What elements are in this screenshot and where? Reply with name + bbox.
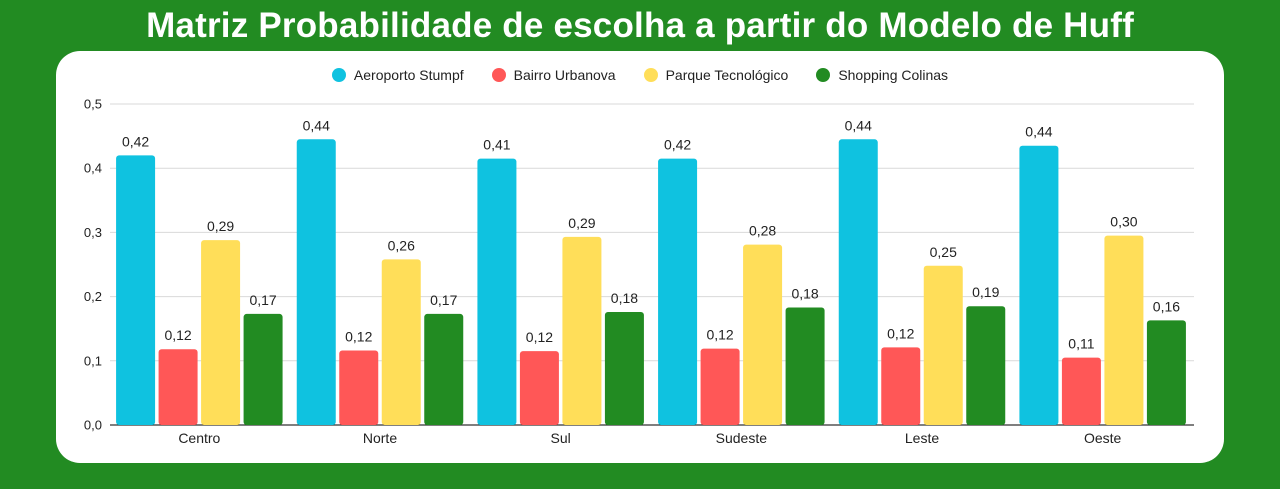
legend-item-shopping-colinas[interactable]: Shopping Colinas xyxy=(816,67,948,83)
chart-legend: Aeroporto Stumpf Bairro Urbanova Parque … xyxy=(56,67,1224,83)
y-tick-label: 0,0 xyxy=(84,418,102,433)
bar-aeroporto-stumpf-sul xyxy=(477,158,517,425)
x-tick-label-oeste: Oeste xyxy=(1084,430,1122,446)
x-tick-label-leste: Leste xyxy=(905,430,939,446)
bar-aeroporto-stumpf-centro xyxy=(116,155,156,426)
bar-bairro-urbanova-centro xyxy=(158,349,198,425)
legend-swatch-bairro-urbanova xyxy=(491,68,506,82)
data-label-aeroporto-stumpf-sudeste: 0,42 xyxy=(664,137,691,153)
data-label-parque-tecnologico-centro: 0,29 xyxy=(207,218,234,234)
legend-swatch-shopping-colinas xyxy=(816,68,831,82)
bar-aeroporto-stumpf-sudeste xyxy=(658,158,698,425)
legend-item-parque-tecnologico[interactable]: Parque Tecnológico xyxy=(643,67,789,83)
y-tick-label: 0,5 xyxy=(84,97,102,112)
x-tick-label-centro: Centro xyxy=(178,430,220,446)
bar-chart: 0,0 0,1 0,2 0,3 0,4 0,5 0,42 0,12 0,29 0,17 Centro… xyxy=(84,97,1194,446)
y-tick-label: 0,4 xyxy=(84,161,102,176)
bar-bairro-urbanova-sul xyxy=(519,351,559,425)
legend-swatch-aeroporto-stumpf xyxy=(331,68,346,82)
data-label-aeroporto-stumpf-norte: 0,44 xyxy=(303,117,330,133)
bar-parque-tecnologico-leste xyxy=(923,265,963,425)
page-title: Matriz Probabilidade de escolha a partir… xyxy=(146,6,1134,45)
data-label-shopping-colinas-oeste: 0,16 xyxy=(1153,298,1180,314)
bar-parque-tecnologico-oeste xyxy=(1104,235,1144,425)
bar-bairro-urbanova-sudeste xyxy=(700,348,740,425)
data-label-aeroporto-stumpf-leste: 0,44 xyxy=(845,117,872,133)
bar-shopping-colinas-centro xyxy=(243,313,283,425)
data-label-aeroporto-stumpf-oeste: 0,44 xyxy=(1025,124,1052,140)
data-label-parque-tecnologico-oeste: 0,30 xyxy=(1110,214,1137,230)
legend-label-aeroporto-stumpf: Aeroporto Stumpf xyxy=(353,67,464,83)
x-tick-label-sudeste: Sudeste xyxy=(716,430,768,446)
bar-aeroporto-stumpf-leste xyxy=(838,139,878,425)
data-label-bairro-urbanova-norte: 0,12 xyxy=(345,329,372,345)
data-label-shopping-colinas-norte: 0,17 xyxy=(430,292,457,308)
legend-label-parque-tecnologico: Parque Tecnológico xyxy=(665,67,789,83)
bar-aeroporto-stumpf-norte xyxy=(296,139,336,425)
data-label-parque-tecnologico-norte: 0,26 xyxy=(388,237,415,253)
data-label-aeroporto-stumpf-centro: 0,42 xyxy=(122,133,149,149)
x-tick-label-sul: Sul xyxy=(551,430,571,446)
chart-card: Aeroporto Stumpf Bairro Urbanova Parque … xyxy=(56,51,1224,463)
bar-bairro-urbanova-leste xyxy=(881,347,921,425)
bar-shopping-colinas-leste xyxy=(966,306,1006,425)
y-tick-label: 0,3 xyxy=(84,225,102,240)
data-label-parque-tecnologico-sudeste: 0,28 xyxy=(749,223,776,239)
bar-parque-tecnologico-sul xyxy=(562,236,602,425)
data-label-bairro-urbanova-sul: 0,12 xyxy=(526,329,553,345)
bar-parque-tecnologico-norte xyxy=(381,259,421,425)
data-label-parque-tecnologico-leste: 0,25 xyxy=(930,244,957,260)
legend-item-aeroporto-stumpf[interactable]: Aeroporto Stumpf xyxy=(331,67,464,83)
bar-shopping-colinas-norte xyxy=(424,313,464,425)
legend-item-bairro-urbanova[interactable]: Bairro Urbanova xyxy=(491,67,616,83)
data-label-parque-tecnologico-sul: 0,29 xyxy=(568,215,595,231)
legend-swatch-parque-tecnologico xyxy=(643,68,658,82)
bar-bairro-urbanova-oeste xyxy=(1061,357,1101,425)
data-label-shopping-colinas-leste: 0,19 xyxy=(972,284,999,300)
bar-shopping-colinas-sudeste xyxy=(785,307,825,425)
bar-aeroporto-stumpf-oeste xyxy=(1019,145,1059,425)
data-label-bairro-urbanova-oeste: 0,11 xyxy=(1068,336,1094,352)
bar-parque-tecnologico-centro xyxy=(201,240,241,425)
y-tick-label: 0,1 xyxy=(84,353,102,368)
bar-shopping-colinas-oeste xyxy=(1146,320,1186,425)
data-label-bairro-urbanova-sudeste: 0,12 xyxy=(706,327,733,343)
bar-shopping-colinas-sul xyxy=(604,312,644,425)
data-label-aeroporto-stumpf-sul: 0,41 xyxy=(483,137,510,153)
x-tick-label-norte: Norte xyxy=(363,430,397,446)
bar-parque-tecnologico-sudeste xyxy=(743,244,783,425)
data-label-bairro-urbanova-centro: 0,12 xyxy=(164,327,191,343)
legend-label-bairro-urbanova: Bairro Urbanova xyxy=(513,67,616,83)
legend-label-shopping-colinas: Shopping Colinas xyxy=(838,67,949,83)
data-label-shopping-colinas-sul: 0,18 xyxy=(611,290,638,306)
data-label-shopping-colinas-centro: 0,17 xyxy=(249,292,276,308)
data-label-bairro-urbanova-leste: 0,12 xyxy=(887,325,914,341)
data-label-shopping-colinas-sudeste: 0,18 xyxy=(791,286,818,302)
bar-bairro-urbanova-norte xyxy=(339,350,379,425)
y-tick-label: 0,2 xyxy=(84,289,102,304)
